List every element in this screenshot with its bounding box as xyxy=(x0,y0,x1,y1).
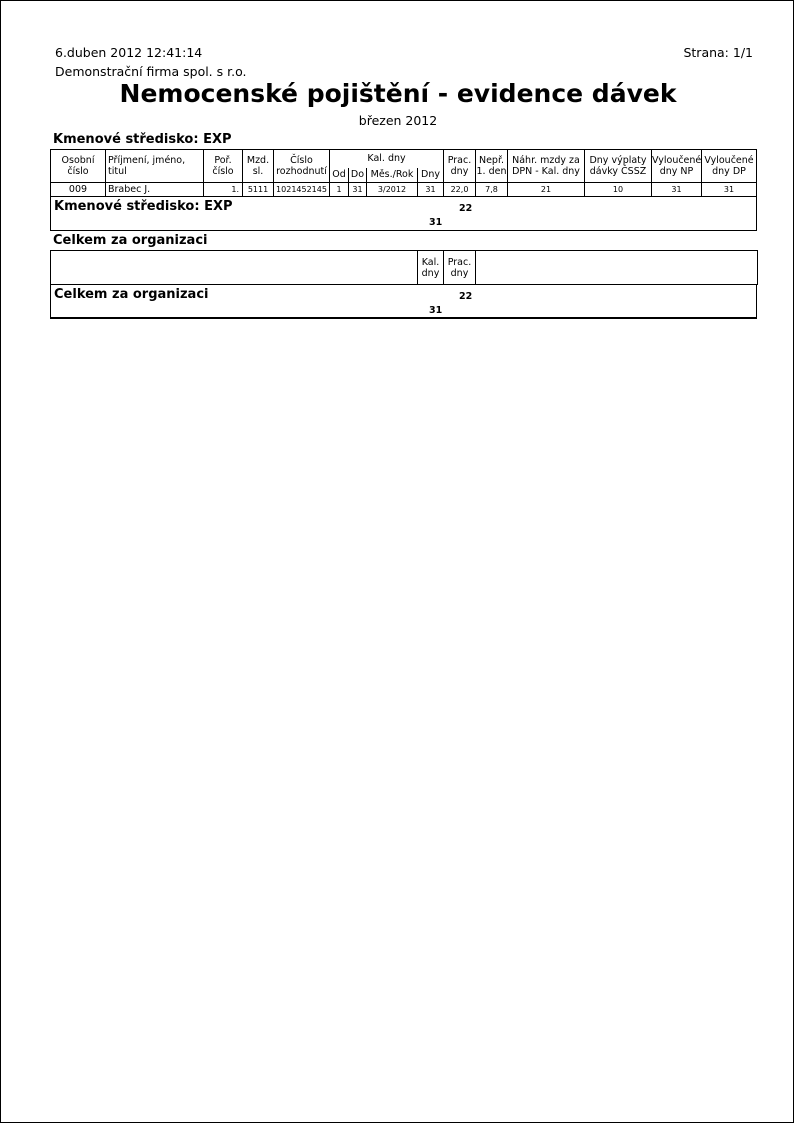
company-name: Demonstrační firma spol. s r.o. xyxy=(55,64,247,79)
col-dny: Dny xyxy=(417,167,444,183)
cell-do: 31 xyxy=(348,182,367,197)
col-osobni: Osobní číslo xyxy=(50,149,106,183)
col-vyl-dp: Vyloučené dny DP xyxy=(701,149,757,183)
col-vyl-np: Vyloučené dny NP xyxy=(651,149,702,183)
col-por: Poř. číslo xyxy=(203,149,243,183)
benefits-table: Osobní číslo Příjmení, jméno, titul Poř. čí… xyxy=(50,149,757,197)
cell-vyl-np: 31 xyxy=(651,182,702,197)
cell-dny: 31 xyxy=(417,182,444,197)
cell-mzd: 5111 xyxy=(242,182,274,197)
cell-cislo: 1021452145 xyxy=(273,182,330,197)
total-col-kal: Kal. dny xyxy=(417,250,444,285)
total-label: Celkem za organizaci xyxy=(54,287,209,302)
total-col-prac: Prac. dny xyxy=(443,250,476,285)
cell-od: 1 xyxy=(329,182,349,197)
total-summary: Celkem za organizaci 22 31 xyxy=(50,284,757,319)
cell-mes: 3/2012 xyxy=(366,182,418,197)
cell-prac: 22,0 xyxy=(443,182,476,197)
subtotal-prac: 22 xyxy=(459,203,473,214)
col-kal-dny: Kal. dny xyxy=(329,149,444,168)
subtotal-kal: 31 xyxy=(429,217,443,228)
cell-vyl-dp: 31 xyxy=(701,182,757,197)
blank xyxy=(50,250,418,285)
col-od: Od xyxy=(329,167,349,183)
cell-por: 1. xyxy=(203,182,243,197)
total-header-table: Kal. dny Prac. dny xyxy=(50,250,758,285)
col-nahr: Náhr. mzdy za DPN - Kal. dny xyxy=(507,149,585,183)
cell-nepr: 7,8 xyxy=(475,182,508,197)
section-title: Kmenové středisko: EXP xyxy=(53,132,232,147)
col-mes: Měs./Rok xyxy=(366,167,418,183)
section-subtotal: Kmenové středisko: EXP 22 31 xyxy=(50,196,757,231)
col-cislo: Číslo rozhodnutí xyxy=(273,149,330,183)
cell-vyplaty: 10 xyxy=(584,182,652,197)
print-datetime: 6.duben 2012 12:41:14 xyxy=(55,45,203,60)
total-prac: 22 xyxy=(459,291,473,302)
page-number: Strana: 1/1 xyxy=(683,45,753,60)
total-kal: 31 xyxy=(429,305,443,316)
cell-osobni: 009 xyxy=(50,182,106,197)
cell-prijmeni: Brabec J. xyxy=(105,182,204,197)
subtotal-label: Kmenové středisko: EXP xyxy=(54,199,233,214)
col-prijmeni: Příjmení, jméno, titul xyxy=(105,149,204,183)
col-vyplaty: Dny výplaty dávky ČSSZ xyxy=(584,149,652,183)
total-title: Celkem za organizaci xyxy=(53,233,208,248)
col-prac: Prac. dny xyxy=(443,149,476,183)
cell-nahr: 21 xyxy=(507,182,585,197)
col-mzd: Mzd. sl. xyxy=(242,149,274,183)
col-nepr: Nepř. 1. den xyxy=(475,149,508,183)
blank xyxy=(475,250,758,285)
report-period: březen 2012 xyxy=(358,113,438,128)
table-row: 009 Brabec J. 1. 5111 1021452145 1 31 3/… xyxy=(50,182,757,197)
report-title: Nemocenské pojištění - evidence dávek xyxy=(119,79,677,108)
col-do: Do xyxy=(348,167,367,183)
